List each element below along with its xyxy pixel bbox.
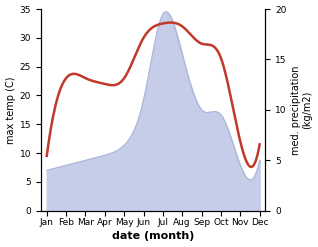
Y-axis label: max temp (C): max temp (C) <box>5 76 16 144</box>
Y-axis label: med. precipitation
(kg/m2): med. precipitation (kg/m2) <box>291 65 313 155</box>
X-axis label: date (month): date (month) <box>112 231 194 242</box>
